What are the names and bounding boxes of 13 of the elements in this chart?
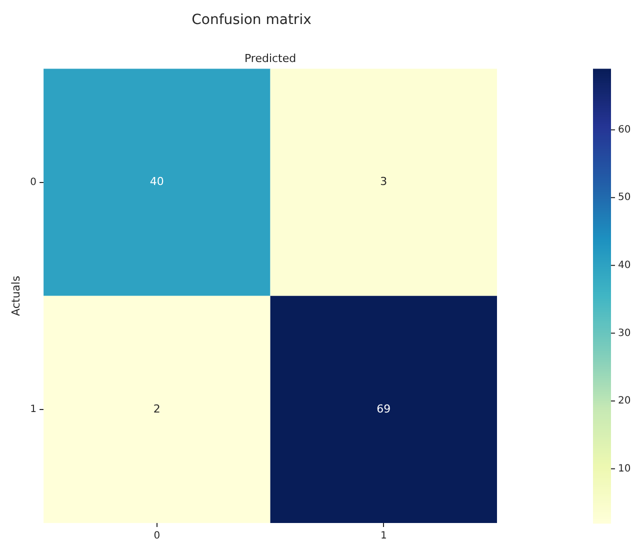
color-bar-label: 50 — [618, 192, 631, 204]
color-bar-label: 20 — [618, 396, 631, 407]
color-bar-label: 10 — [618, 463, 631, 474]
data-label: 40 — [150, 175, 164, 188]
color-bar-label: 60 — [618, 124, 631, 136]
data-label: 3 — [380, 175, 388, 188]
color-bar-label: 40 — [618, 260, 631, 271]
x-axis-title: Predicted — [244, 52, 296, 66]
chart-title: Confusion matrix — [192, 12, 312, 28]
data-label: 69 — [376, 402, 391, 416]
color-bar-label: 30 — [618, 328, 631, 339]
data-label: 2 — [153, 402, 160, 416]
y-axis-title: Actuals — [9, 276, 22, 316]
